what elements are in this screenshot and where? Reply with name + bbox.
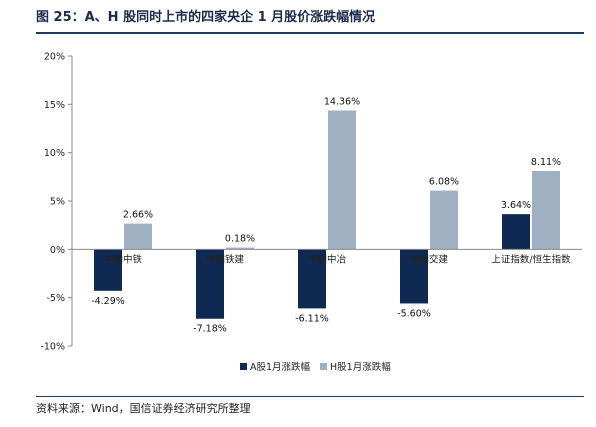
category-label: 中国铁建 (206, 253, 245, 265)
data-label: -5.60% (397, 308, 431, 319)
data-label: -7.18% (193, 324, 227, 335)
figure-title: 图 25：A、H 股同时上市的四家央企 1 月股价涨跌幅情况 (36, 10, 376, 25)
data-label: 8.11% (531, 157, 561, 168)
data-label: -6.11% (295, 313, 329, 324)
bar-h-share (532, 170, 560, 250)
bar-a-share (298, 249, 326, 309)
bar-h-share (226, 247, 254, 250)
source-note: 资料来源：Wind，国信证券经济研究所整理 (36, 402, 251, 415)
category-label: 上证指数/恒生指数 (491, 253, 571, 265)
legend-label: H股1月涨跌幅 (330, 361, 391, 373)
bar-chart: -10% -5% 0% 5% 10% 15% 20% -4.29% -7.18% -6.11% -5… (40, 52, 582, 373)
bar-a-share (400, 249, 428, 304)
legend-label: A股1月涨跌幅 (250, 361, 311, 373)
data-label: 2.66% (123, 210, 153, 221)
category-label: 中国中冶 (308, 253, 347, 265)
figure-title-bar: 图 25：A、H 股同时上市的四家央企 1 月股价涨跌幅情况 (36, 7, 584, 31)
bar-h-share (124, 223, 152, 250)
y-tick-label: 5% (50, 197, 65, 208)
y-tick-label: -5% (47, 293, 66, 304)
category-label: 中国交建 (410, 253, 449, 265)
bar-a-share (502, 214, 530, 250)
data-label: 0.18% (225, 234, 255, 245)
chart-container: -10% -5% 0% 5% 10% 15% 20% -4.29% -7.18% -6.11% -5… (0, 34, 596, 389)
legend-swatch (320, 363, 327, 370)
y-tick-label: -10% (40, 342, 65, 353)
y-tick-label: 15% (44, 100, 65, 111)
bar-h-share (328, 110, 356, 250)
title-divider (36, 32, 584, 34)
y-tick-label: 10% (44, 148, 65, 159)
category-label: 中国中铁 (104, 253, 143, 265)
bar-a-share (196, 249, 224, 319)
footer-divider (36, 396, 584, 397)
data-label: -4.29% (91, 296, 125, 307)
y-tick-label: 20% (44, 52, 65, 63)
bar-h-share (430, 190, 458, 250)
data-label: 3.64% (501, 200, 531, 211)
data-label: 14.36% (324, 97, 360, 108)
data-label: 6.08% (429, 177, 459, 188)
y-tick-label: 0% (50, 245, 65, 256)
legend-swatch (240, 363, 247, 370)
bar-a-share (94, 249, 122, 291)
